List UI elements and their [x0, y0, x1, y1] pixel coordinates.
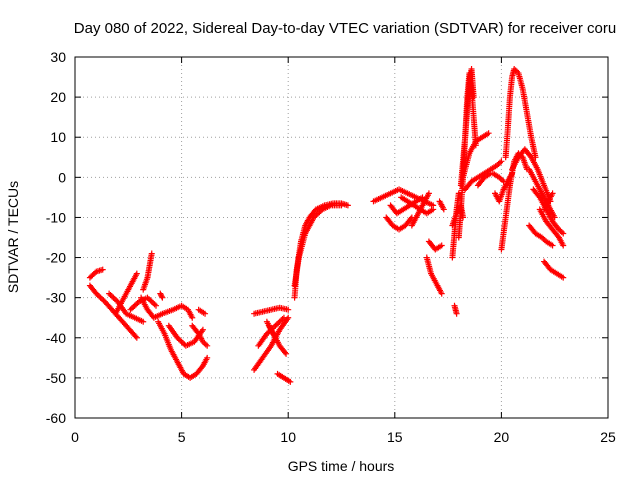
data-point [549, 242, 556, 249]
data-point [527, 152, 534, 159]
x-tick-label: 25 [600, 429, 616, 445]
data-point [498, 158, 505, 165]
data-point [283, 350, 290, 357]
data-point [158, 293, 165, 300]
axis-ticks: 0 5 10 15 20 25 -60 -50 -40 -30 -20 -10 0 10 20 30 [46, 49, 616, 445]
y-tick-label: -40 [46, 330, 66, 346]
y-tick-label: -10 [46, 209, 66, 225]
x-tick-label: 0 [71, 429, 79, 445]
data-point [560, 274, 567, 281]
data-point [189, 314, 196, 321]
data-point [204, 342, 211, 349]
data-points [86, 66, 567, 385]
data-point [153, 302, 160, 309]
y-tick-label: -60 [46, 410, 66, 426]
data-point [338, 202, 345, 209]
data-point [199, 326, 206, 333]
data-point [425, 190, 432, 197]
data-point [453, 310, 460, 317]
y-tick-label: 30 [50, 49, 66, 65]
data-point [430, 206, 437, 213]
data-point [440, 206, 447, 213]
data-point [560, 242, 567, 249]
chart-title: Day 080 of 2022, Sidereal Day-to-day VTE… [74, 20, 616, 37]
data-point [344, 202, 351, 209]
data-point [455, 190, 462, 197]
y-tick-label: -20 [46, 250, 66, 266]
x-tick-label: 20 [494, 429, 510, 445]
data-point [549, 190, 556, 197]
x-tick-label: 15 [387, 429, 403, 445]
data-point [202, 310, 209, 317]
data-point [485, 130, 492, 137]
y-tick-label: -30 [46, 290, 66, 306]
data-point [287, 378, 294, 385]
y-axis-label: SDTVAR / TECUs [5, 181, 21, 293]
data-point [535, 193, 542, 200]
x-tick-label: 5 [178, 429, 186, 445]
data-point [282, 349, 289, 356]
data-point [285, 306, 292, 313]
plot-frame [74, 56, 609, 419]
y-tick-label: 20 [50, 89, 66, 105]
y-tick-label: -50 [46, 370, 66, 386]
x-axis-label: GPS time / hours [288, 458, 395, 474]
data-point [133, 270, 140, 277]
data-point [159, 294, 166, 301]
y-tick-label: 10 [50, 129, 66, 145]
data-point [438, 290, 445, 297]
data-point [132, 333, 139, 340]
data-point [140, 318, 147, 325]
data-point [204, 354, 211, 361]
y-tick-label: 0 [58, 169, 66, 185]
data-point [148, 250, 155, 257]
data-point [560, 230, 567, 237]
data-point [470, 94, 477, 101]
x-tick-label: 10 [280, 429, 296, 445]
data-point [280, 314, 287, 321]
data-point [438, 242, 445, 249]
data-point [272, 334, 279, 341]
data-point [99, 266, 106, 273]
data-point [133, 334, 140, 341]
